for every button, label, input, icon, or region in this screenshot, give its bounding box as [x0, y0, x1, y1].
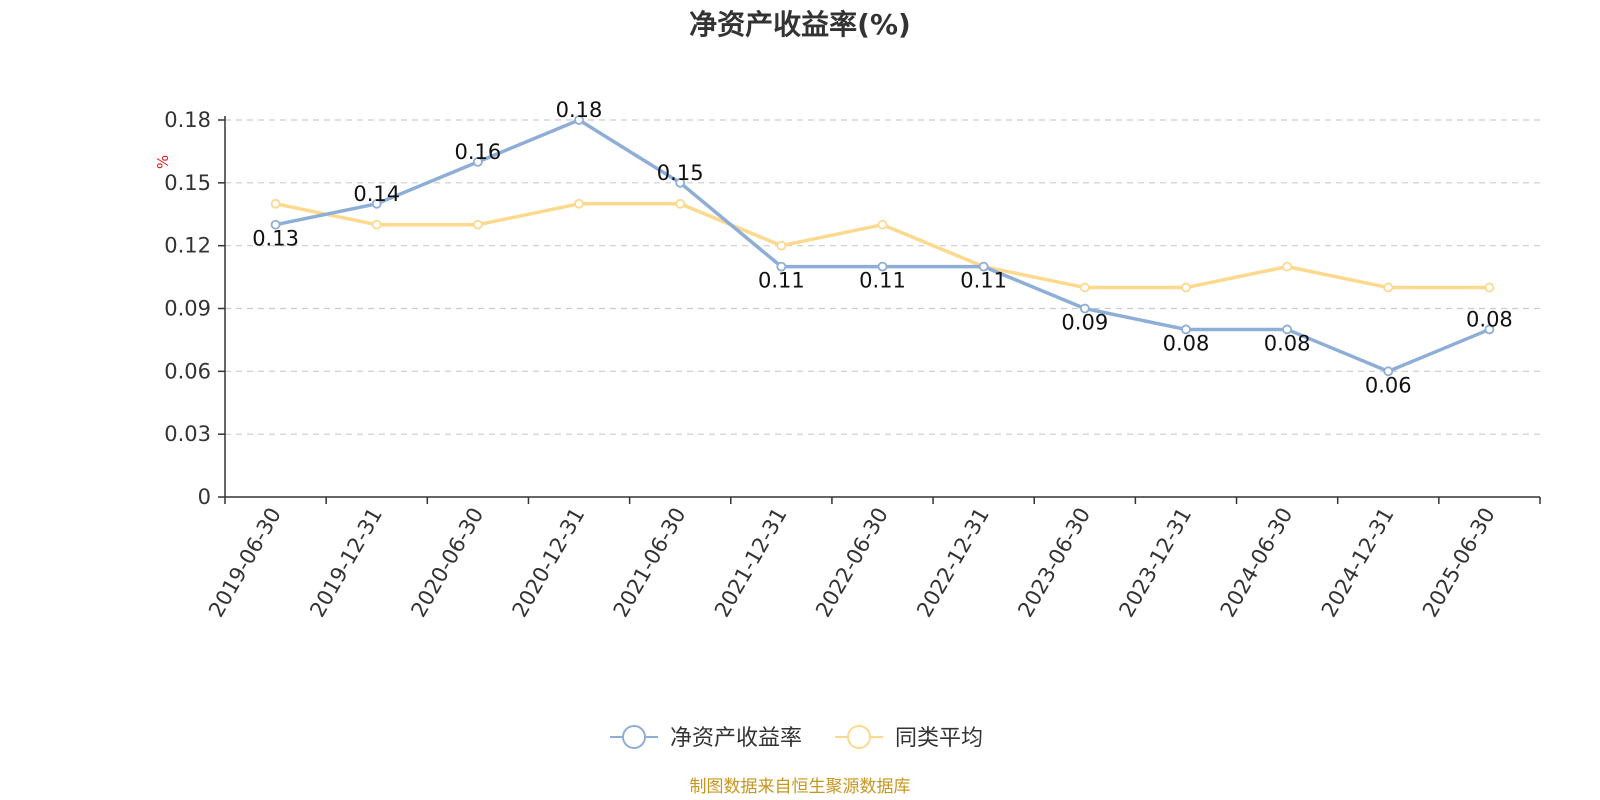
- legend-label: 净资产收益率: [670, 726, 802, 751]
- data-label: 0.08: [1163, 331, 1210, 355]
- data-label: 0.08: [1264, 331, 1311, 355]
- data-point: [675, 198, 686, 209]
- data-point: [1484, 282, 1495, 293]
- data-point: [371, 219, 382, 230]
- data-point: [574, 198, 584, 209]
- data-label: 0.18: [556, 98, 603, 122]
- legend-marker: [847, 725, 871, 749]
- data-point: [1079, 303, 1090, 314]
- chart-title: 净资产收益率(%): [689, 8, 911, 41]
- series-layer: 0.13 0.14 0.16 0.18 0.15 0.11 0.11 0.11 0.09 0.08…: [252, 98, 1513, 397]
- data-point: [371, 198, 382, 209]
- data-label: 0.11: [758, 269, 805, 293]
- data-source-note: 制图数据来自恒生聚源数据库: [690, 777, 911, 797]
- legend[interactable]: 净资产收益率 同类平均: [610, 725, 983, 751]
- x-tick-label: 2021-12-31: [710, 504, 792, 622]
- data-point: [978, 261, 989, 272]
- data-point: [472, 219, 483, 230]
- legend-item-average[interactable]: 同类平均: [835, 725, 983, 751]
- x-tick-label: 2023-12-31: [1114, 504, 1196, 622]
- y-axis-unit: %: [154, 155, 172, 169]
- data-point: [877, 261, 888, 272]
- data-point: [1079, 282, 1090, 293]
- y-tick-label: 0.18: [164, 108, 211, 132]
- y-tick-label: 0.06: [164, 359, 211, 383]
- data-label: 0.08: [1466, 307, 1513, 331]
- data-point: [1181, 324, 1191, 335]
- x-tick-label: 2020-12-31: [508, 504, 590, 622]
- y-tick-label: 0.12: [164, 234, 211, 258]
- data-point: [776, 261, 787, 272]
- y-tick-label: 0.03: [164, 422, 211, 446]
- data-label: 0.11: [960, 269, 1007, 293]
- data-point: [270, 219, 281, 230]
- x-tick-label: 2020-06-30: [406, 504, 488, 622]
- y-tick-label: 0.15: [164, 171, 211, 195]
- data-point: [1484, 324, 1495, 335]
- x-tick-label: 2024-06-30: [1216, 504, 1298, 622]
- series-main: [270, 115, 1495, 377]
- data-label: 0.09: [1061, 311, 1108, 335]
- series-average: [270, 198, 1495, 293]
- y-tick-label: 0.09: [164, 297, 211, 321]
- data-label: 0.14: [353, 182, 400, 206]
- data-label: 0.13: [252, 227, 299, 251]
- legend-label: 同类平均: [895, 726, 983, 751]
- data-label: 0.11: [859, 269, 906, 293]
- x-tick-label: 2024-12-31: [1317, 504, 1399, 622]
- data-label: 0.06: [1365, 373, 1412, 397]
- data-point: [270, 198, 281, 209]
- data-point: [877, 219, 888, 230]
- legend-marker: [622, 725, 646, 749]
- data-point: [1282, 324, 1293, 335]
- data-point: [1282, 261, 1293, 272]
- data-point: [1181, 282, 1191, 293]
- legend-item-main[interactable]: 净资产收益率: [610, 725, 802, 751]
- data-point: [675, 177, 686, 188]
- data-label: 0.16: [455, 140, 502, 164]
- data-point: [776, 240, 787, 251]
- data-point: [472, 156, 483, 167]
- x-tick-label: 2025-06-30: [1418, 504, 1500, 622]
- x-tick-label: 2023-06-30: [1013, 504, 1095, 622]
- x-tick-label: 2022-12-31: [912, 503, 994, 621]
- y-tick-label: 0: [198, 485, 211, 509]
- data-label: 0.15: [657, 161, 704, 185]
- data-point: [1383, 282, 1394, 293]
- data-point: [574, 115, 584, 125]
- x-tick-label: 2019-12-31: [305, 504, 387, 622]
- x-tick-label: 2021-06-30: [609, 504, 691, 622]
- x-tick-label: 2019-06-30: [204, 504, 286, 622]
- data-point: [1383, 366, 1394, 377]
- x-tick-label: 2022-06-30: [811, 504, 893, 622]
